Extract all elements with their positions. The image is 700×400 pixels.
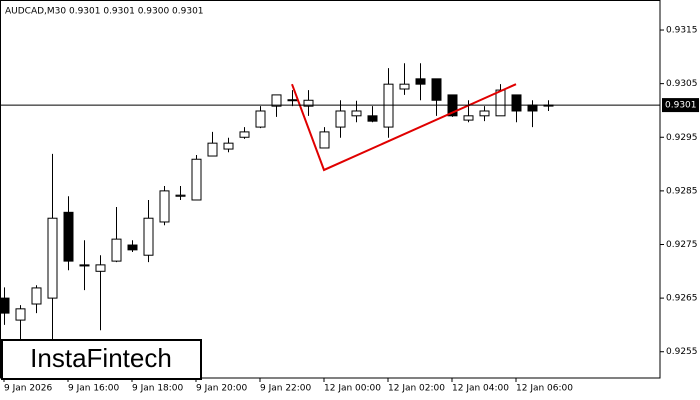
candle-body: [159, 190, 170, 223]
candle-body: [79, 264, 90, 267]
x-tick-label: 9 Jan 22:00: [260, 384, 312, 394]
x-tick-label: 9 Jan 2026: [4, 384, 52, 394]
candle-body: [0, 297, 10, 314]
candle-body: [463, 115, 474, 121]
watermark-box: [1, 339, 202, 380]
last-price-label: 0.9301: [665, 101, 697, 111]
watermark: InstaFintech: [30, 343, 172, 373]
chart-title: AUDCAD,M30 0.9301 0.9301 0.9300 0.9301: [5, 7, 204, 17]
candle-body: [335, 110, 346, 128]
pattern-line: [291, 83, 517, 172]
candle-body: [191, 158, 202, 201]
last-price-box: [662, 98, 699, 113]
candle-body: [31, 287, 42, 305]
candle-body: [95, 264, 106, 272]
x-tick-label: 12 Jan 04:00: [452, 384, 509, 394]
candle-body: [223, 142, 234, 150]
candle-body: [527, 104, 538, 112]
candle-body: [319, 131, 330, 149]
candle-body: [383, 83, 394, 128]
x-tick-label: 9 Jan 18:00: [132, 384, 184, 394]
plot-frame: [0, 0, 661, 379]
x-tick-label: 12 Jan 06:00: [516, 384, 573, 394]
candle-body: [175, 194, 186, 197]
x-tick-label: 12 Jan 00:00: [324, 384, 381, 394]
candle-body: [287, 99, 298, 102]
y-tick-label: 0.9315: [666, 26, 698, 36]
candle-body: [15, 308, 26, 321]
x-tick-label: 12 Jan 02:00: [388, 384, 445, 394]
candle-body: [127, 244, 138, 251]
candle-body: [303, 99, 314, 107]
candle-body: [111, 238, 122, 262]
candle-body: [239, 131, 250, 138]
candle-body: [415, 78, 426, 85]
candle-body: [495, 89, 506, 117]
candle-body: [63, 211, 74, 262]
x-tick-label: 9 Jan 16:00: [68, 384, 120, 394]
y-tick-label: 0.9265: [666, 294, 698, 304]
x-tick-label: 9 Jan 20:00: [196, 384, 248, 394]
candle-body: [271, 94, 282, 107]
y-tick-label: 0.9295: [666, 133, 698, 143]
candle-body: [511, 94, 522, 112]
y-tick-label: 0.9275: [666, 240, 698, 250]
candle-body: [47, 217, 58, 299]
candle-body: [431, 78, 442, 101]
candle-body: [207, 142, 218, 157]
y-tick-label: 0.9255: [666, 347, 698, 357]
candle-body: [399, 83, 410, 90]
candle-body: [143, 217, 154, 256]
candle-body: [479, 110, 490, 117]
y-tick-label: 0.9305: [666, 79, 698, 89]
candle-body: [351, 110, 362, 117]
candle-body: [367, 115, 378, 122]
y-tick-label: 0.9285: [666, 186, 698, 196]
candle-body: [255, 110, 266, 128]
